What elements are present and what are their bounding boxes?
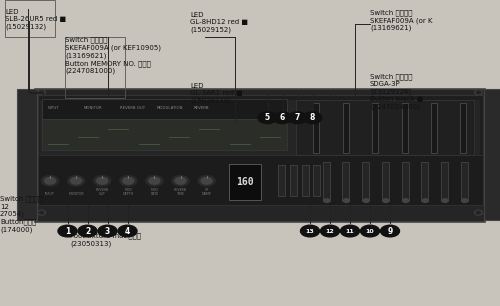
Text: 3: 3 — [105, 226, 110, 236]
Text: 8: 8 — [310, 113, 315, 122]
Circle shape — [273, 112, 292, 124]
Circle shape — [462, 199, 468, 203]
Circle shape — [149, 177, 160, 184]
Circle shape — [70, 177, 82, 184]
Bar — [342, 162, 349, 201]
Text: INPUT: INPUT — [48, 106, 59, 110]
Bar — [290, 165, 296, 196]
Circle shape — [146, 176, 163, 186]
Text: HF
DAMP: HF DAMP — [202, 188, 211, 196]
Text: 11: 11 — [346, 229, 354, 233]
Circle shape — [363, 199, 369, 203]
Circle shape — [402, 199, 408, 203]
Circle shape — [123, 177, 134, 184]
Circle shape — [476, 211, 480, 214]
Text: REVERB: REVERB — [193, 106, 209, 110]
Text: MONITOR: MONITOR — [84, 106, 102, 110]
Bar — [38, 155, 482, 205]
Text: MOD
RATE: MOD RATE — [150, 188, 158, 196]
Bar — [5, 0, 55, 37]
Text: LED
GL-3AR1 red ■
(15029110): LED GL-3AR1 red ■ (15029110) — [190, 83, 242, 104]
Bar — [42, 104, 287, 150]
Circle shape — [303, 112, 322, 124]
Bar — [362, 162, 369, 201]
Bar — [343, 103, 349, 153]
Bar — [422, 162, 428, 201]
Circle shape — [78, 225, 97, 237]
Circle shape — [38, 210, 46, 215]
Circle shape — [40, 211, 44, 214]
Circle shape — [324, 199, 330, 203]
Circle shape — [474, 90, 482, 95]
Bar — [35, 89, 485, 222]
Bar — [402, 103, 407, 153]
Text: Switch スイッチ
SKEFAF009A (or K
(13169621): Switch スイッチ SKEFAF009A (or K (13169621) — [370, 9, 432, 31]
Text: REVERB
TIME: REVERB TIME — [174, 188, 187, 196]
Text: Switch スイッチ
12
27054)
Buttonボタン
(174000): Switch スイッチ 12 27054) Buttonボタン (174000) — [0, 196, 42, 233]
Text: 10: 10 — [366, 229, 374, 233]
Circle shape — [44, 177, 56, 184]
Text: 7: 7 — [295, 113, 300, 122]
Text: REVERB
OUT: REVERB OUT — [96, 188, 108, 196]
Circle shape — [42, 176, 58, 186]
Circle shape — [198, 176, 215, 186]
Circle shape — [320, 225, 340, 237]
Bar — [65, 37, 125, 98]
Circle shape — [474, 210, 482, 215]
Bar — [38, 95, 482, 205]
Text: MOD
DEPTH: MOD DEPTH — [122, 188, 134, 196]
Bar — [372, 103, 378, 153]
Circle shape — [98, 225, 117, 237]
Circle shape — [201, 177, 212, 184]
Bar — [40, 100, 480, 155]
Bar — [323, 162, 330, 201]
Circle shape — [38, 90, 46, 95]
Bar — [382, 162, 389, 201]
Circle shape — [380, 225, 400, 237]
Text: REVERB OUT: REVERB OUT — [120, 106, 146, 110]
Bar — [441, 162, 448, 201]
Circle shape — [383, 199, 389, 203]
Text: 5: 5 — [265, 113, 270, 122]
Bar — [402, 162, 408, 201]
Bar — [18, 89, 36, 220]
Circle shape — [40, 91, 44, 94]
Text: MODULATION: MODULATION — [157, 106, 184, 110]
Circle shape — [340, 225, 359, 237]
Circle shape — [58, 225, 77, 237]
Circle shape — [68, 176, 84, 186]
Circle shape — [258, 112, 277, 124]
Text: INPUT: INPUT — [45, 192, 55, 196]
Bar — [460, 162, 468, 201]
Text: Switch スイッチ
SKEFAF009A (or KEF10905)
(13169621)
Button MEMORY NO. ボタン
(224708100: Switch スイッチ SKEFAF009A (or KEF10905) (13… — [65, 37, 161, 74]
Circle shape — [300, 225, 320, 237]
Bar — [460, 103, 466, 153]
Text: 6: 6 — [280, 113, 285, 122]
Bar — [431, 103, 437, 153]
Text: Switch スイッチ
SDGA-3P
(13129124)
Button black ■
(2247024000): Switch スイッチ SDGA-3P (13129124) Button bl… — [370, 73, 423, 110]
Circle shape — [422, 199, 428, 203]
Bar — [314, 103, 320, 153]
Circle shape — [172, 176, 189, 186]
Bar — [484, 89, 500, 220]
Text: 4: 4 — [125, 226, 130, 236]
Text: 12: 12 — [326, 229, 334, 233]
Bar — [302, 165, 308, 196]
Text: LED
SLB-26UR5 red ■
(15029132): LED SLB-26UR5 red ■ (15029132) — [5, 9, 66, 30]
Bar — [314, 165, 320, 196]
Bar — [229, 164, 262, 200]
Circle shape — [360, 225, 380, 237]
Circle shape — [96, 177, 108, 184]
Circle shape — [94, 176, 110, 186]
Text: LED
GL-8HD12 red ■
(15029152): LED GL-8HD12 red ■ (15029152) — [190, 12, 248, 33]
Circle shape — [175, 177, 186, 184]
Circle shape — [344, 199, 349, 203]
Text: 1: 1 — [65, 226, 70, 236]
Text: Foot fixture mat フット
(23050313): Foot fixture mat フット (23050313) — [70, 233, 141, 247]
Circle shape — [476, 91, 480, 94]
Circle shape — [288, 112, 307, 124]
Bar — [296, 100, 474, 155]
Bar — [42, 99, 287, 119]
Bar — [278, 165, 285, 196]
Text: 2: 2 — [85, 226, 90, 236]
